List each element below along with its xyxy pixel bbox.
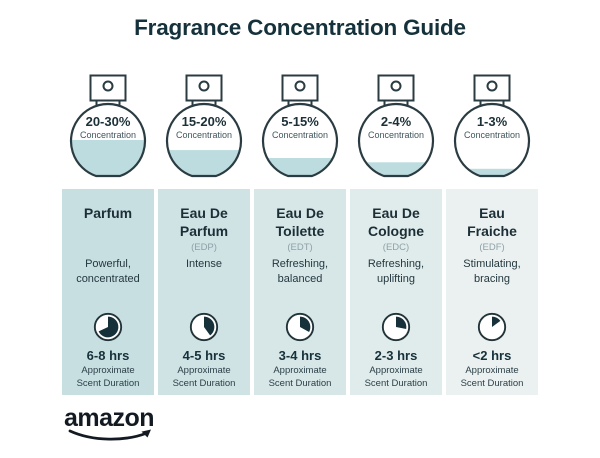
fragrance-description: Stimulating, bracing: [463, 258, 521, 285]
bottle-outline: [165, 102, 243, 178]
duration-caption: Approximate Scent Duration: [460, 365, 524, 389]
duration: 4-5 hrs: [182, 348, 226, 363]
bottles-row: 20-30% Concentration 15-20% Concentratio…: [62, 73, 538, 183]
fragrance-name: Parfum: [83, 205, 133, 221]
fragrance-description: Refreshing, uplifting: [367, 258, 425, 285]
fragrance-description: Intense: [185, 258, 223, 270]
fragrance-name: Eau De Parfum: [179, 205, 229, 239]
bottle-outline: [69, 102, 147, 178]
clock-icon: [188, 311, 220, 343]
bottle-liquid: [166, 150, 241, 177]
bottle-outline: [453, 102, 531, 178]
amazon-wordmark: amazon: [64, 404, 155, 432]
page-title: Fragrance Concentration Guide: [134, 15, 466, 40]
perfume-bottle-icon: 5-15% Concentration: [261, 74, 339, 178]
bottle-nozzle: [198, 80, 210, 92]
fragrance-abbr: (EDT): [287, 242, 313, 253]
clock-wedge: [396, 316, 407, 329]
duration: 6-8 hrs: [86, 348, 130, 363]
duration-caption: Approximate Scent Duration: [268, 365, 332, 389]
concentration-word: Concentration: [368, 130, 424, 140]
bottle-liquid: [454, 168, 529, 177]
column-card-parfum: Parfum Powerful, concentrated 6-8 hrs Ap…: [62, 189, 154, 395]
fragrance-abbr: (EDP): [191, 242, 217, 253]
concentration-word: Concentration: [80, 130, 136, 140]
column-card-eau-de-toilette: Eau De Toilette (EDT) Refreshing, balanc…: [254, 189, 346, 395]
concentration-percent: 1-3%: [477, 114, 508, 129]
column-card-eau-fraiche: Eau Fraiche (EDF) Stimulating, bracing <…: [446, 189, 538, 395]
clock-wedge: [300, 316, 311, 332]
bottle-figure: 15-20% Concentration: [158, 73, 250, 183]
fragrance-abbr: (EDF): [479, 242, 505, 253]
concentration-percent: 20-30%: [86, 114, 131, 129]
clock-icon: [380, 311, 412, 343]
columns-row: Parfum Powerful, concentrated 6-8 hrs Ap…: [62, 189, 538, 395]
bottle-figure: 5-15% Concentration: [254, 73, 346, 183]
bottle-figure: 20-30% Concentration: [62, 73, 154, 183]
clock-icon: [284, 311, 316, 343]
perfume-bottle-icon: 15-20% Concentration: [165, 74, 243, 178]
name-zone: Eau De Cologne (EDC): [358, 205, 434, 257]
bottle-outline: [357, 102, 435, 178]
fragrance-description: Powerful, concentrated: [76, 258, 140, 285]
perfume-bottle-icon: 20-30% Concentration: [69, 74, 147, 178]
bottle-outline: [261, 102, 339, 178]
duration-caption: Approximate Scent Duration: [172, 365, 236, 389]
fragrance-abbr: (EDC): [382, 242, 410, 253]
bottle-figure: 1-3% Concentration: [446, 73, 538, 183]
name-zone: Eau De Parfum (EDP): [166, 205, 242, 257]
clock-icon: [92, 311, 124, 343]
perfume-bottle-icon: 2-4% Concentration: [357, 74, 435, 178]
bottle-nozzle: [390, 80, 402, 92]
name-zone: Eau Fraiche (EDF): [454, 205, 530, 257]
bottle-nozzle: [102, 80, 114, 92]
concentration-word: Concentration: [176, 130, 232, 140]
bottle-body: [455, 104, 529, 176]
amazon-logo: amazon: [64, 406, 164, 444]
concentration-word: Concentration: [272, 130, 328, 140]
bottle-liquid: [262, 158, 337, 177]
bottle-nozzle: [294, 80, 306, 92]
column-card-eau-de-cologne: Eau De Cologne (EDC) Refreshing, uplifti…: [350, 189, 442, 395]
clock-icon: [476, 311, 508, 343]
duration: 2-3 hrs: [374, 348, 418, 363]
name-zone: Eau De Toilette (EDT): [262, 205, 338, 257]
fragrance-name: Eau De Cologne: [368, 205, 424, 239]
duration-caption: Approximate Scent Duration: [76, 365, 140, 389]
concentration-word: Concentration: [464, 130, 520, 140]
concentration-percent: 5-15%: [281, 114, 319, 129]
name-zone: Parfum: [70, 205, 146, 257]
clock-wedge: [98, 316, 119, 338]
duration: <2 hrs: [472, 348, 512, 363]
amazon-smile-icon: [68, 429, 151, 441]
duration: 3-4 hrs: [278, 348, 322, 363]
duration-caption: Approximate Scent Duration: [364, 365, 428, 389]
concentration-percent: 15-20%: [182, 114, 227, 129]
perfume-bottle-icon: 1-3% Concentration: [453, 74, 531, 178]
fragrance-description: Refreshing, balanced: [271, 258, 329, 285]
column-card-eau-de-parfum: Eau De Parfum (EDP) Intense 4-5 hrs Appr…: [158, 189, 250, 395]
fragrance-name: Eau De Toilette: [275, 205, 325, 239]
bottle-figure: 2-4% Concentration: [350, 73, 442, 183]
bottle-liquid: [358, 162, 433, 177]
concentration-percent: 2-4%: [381, 114, 412, 129]
clock-wedge: [492, 316, 501, 327]
clock-wedge: [204, 316, 215, 336]
bottle-nozzle: [486, 80, 498, 92]
fragrance-name: Eau Fraiche: [467, 205, 517, 239]
bottle-body: [359, 104, 433, 176]
